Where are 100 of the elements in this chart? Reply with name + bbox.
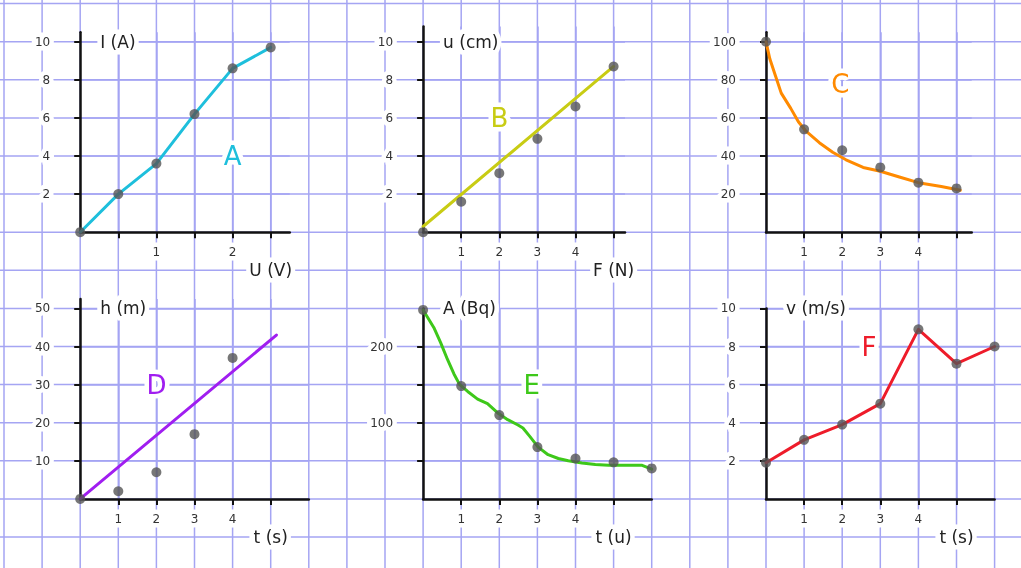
y-tick-label: 6 bbox=[42, 110, 51, 125]
y-axis-title: I (A) bbox=[100, 31, 136, 52]
point bbox=[761, 457, 771, 468]
x-tick-label: 4 bbox=[571, 245, 580, 260]
x-axis-title: F (N) bbox=[593, 260, 635, 281]
x-tick-label: 2 bbox=[495, 511, 504, 526]
x-axis-title: U (V) bbox=[249, 260, 293, 281]
x-tick-label: 4 bbox=[914, 511, 923, 526]
point bbox=[989, 341, 1000, 352]
point bbox=[418, 227, 429, 238]
point bbox=[494, 168, 505, 179]
x-tick-label: 4 bbox=[228, 511, 237, 526]
point bbox=[761, 36, 771, 47]
point bbox=[418, 304, 429, 315]
y-tick-label: 6 bbox=[385, 110, 394, 125]
point bbox=[189, 109, 200, 120]
series-label: F bbox=[861, 331, 877, 362]
y-tick-label: 10 bbox=[34, 453, 51, 468]
y-tick-label: 40 bbox=[34, 339, 51, 354]
y-tick-label: 40 bbox=[720, 149, 736, 163]
y-tick-label: 2 bbox=[385, 187, 394, 202]
point bbox=[75, 493, 86, 504]
point bbox=[837, 419, 848, 430]
point bbox=[951, 358, 962, 369]
x-tick-label: 2 bbox=[838, 245, 847, 260]
point bbox=[532, 133, 543, 144]
y-tick-label: 4 bbox=[385, 149, 394, 163]
point bbox=[151, 467, 162, 478]
point bbox=[875, 162, 886, 173]
point bbox=[456, 196, 467, 207]
point bbox=[75, 227, 86, 238]
x-tick-label: 2 bbox=[495, 245, 504, 260]
point bbox=[570, 101, 581, 112]
series-label: C bbox=[831, 68, 850, 99]
point bbox=[913, 324, 924, 335]
y-tick-label: 4 bbox=[42, 149, 51, 163]
point bbox=[265, 42, 276, 53]
x-tick-label: 4 bbox=[571, 511, 580, 526]
y-tick-label: 2 bbox=[42, 187, 51, 202]
x-tick-label: 2 bbox=[838, 511, 847, 526]
y-tick-label: 10 bbox=[34, 34, 51, 49]
y-tick-label: 20 bbox=[720, 187, 736, 202]
y-tick-label: 100 bbox=[713, 34, 736, 49]
y-axis-title: h (m) bbox=[100, 298, 147, 319]
point bbox=[875, 398, 886, 409]
x-tick-label: 3 bbox=[876, 245, 885, 260]
point bbox=[456, 381, 467, 392]
y-tick-label: 60 bbox=[720, 110, 736, 125]
x-tick-label: 1 bbox=[152, 245, 161, 260]
y-tick-label: 8 bbox=[385, 72, 394, 87]
x-tick-label: 1 bbox=[457, 245, 466, 260]
y-tick-label: 30 bbox=[34, 377, 51, 392]
point bbox=[799, 434, 810, 445]
y-tick-label: 20 bbox=[34, 415, 51, 430]
point bbox=[837, 145, 848, 156]
point bbox=[189, 429, 200, 440]
y-tick-label: 10 bbox=[720, 301, 736, 316]
point bbox=[646, 463, 657, 474]
y-tick-label: 100 bbox=[370, 415, 394, 430]
x-tick-label: 3 bbox=[190, 511, 199, 526]
x-tick-label: 2 bbox=[228, 245, 237, 260]
series-label: B bbox=[490, 102, 509, 133]
x-axis-title: t (s) bbox=[253, 527, 288, 547]
y-axis-title: u (cm) bbox=[443, 31, 499, 52]
y-tick-label: 200 bbox=[370, 339, 394, 354]
y-tick-label: 2 bbox=[728, 453, 736, 468]
x-tick-label: 1 bbox=[114, 511, 123, 526]
y-tick-label: 8 bbox=[728, 339, 736, 354]
point bbox=[113, 486, 124, 497]
y-tick-label: 50 bbox=[34, 301, 51, 316]
point bbox=[608, 61, 619, 72]
x-axis-title: t (s) bbox=[939, 527, 974, 547]
x-tick-label: 3 bbox=[533, 245, 542, 260]
point bbox=[113, 189, 124, 200]
x-tick-label: 1 bbox=[800, 245, 808, 260]
series-label: E bbox=[523, 369, 540, 400]
x-tick-label: 1 bbox=[800, 511, 808, 526]
y-tick-label: 6 bbox=[728, 377, 736, 392]
point bbox=[608, 457, 619, 468]
point bbox=[151, 158, 162, 169]
point bbox=[570, 453, 581, 464]
point bbox=[494, 410, 505, 421]
y-axis-title: v (m/s) bbox=[786, 298, 846, 319]
point bbox=[951, 183, 962, 194]
x-tick-label: 2 bbox=[152, 511, 161, 526]
point bbox=[799, 124, 810, 135]
y-tick-label: 8 bbox=[42, 72, 51, 87]
point bbox=[913, 177, 924, 188]
series-label: D bbox=[146, 369, 167, 400]
x-tick-label: 1 bbox=[457, 511, 466, 526]
x-tick-label: 3 bbox=[876, 511, 885, 526]
x-axis-title: t (u) bbox=[595, 527, 632, 547]
y-axis-title: A (Bq) bbox=[443, 298, 496, 319]
y-tick-label: 10 bbox=[377, 34, 394, 49]
point bbox=[227, 63, 238, 74]
y-tick-label: 80 bbox=[720, 72, 736, 87]
x-tick-label: 4 bbox=[914, 245, 923, 260]
y-tick-label: 4 bbox=[728, 415, 736, 430]
series-label: A bbox=[223, 141, 242, 171]
x-tick-label: 3 bbox=[533, 511, 542, 526]
